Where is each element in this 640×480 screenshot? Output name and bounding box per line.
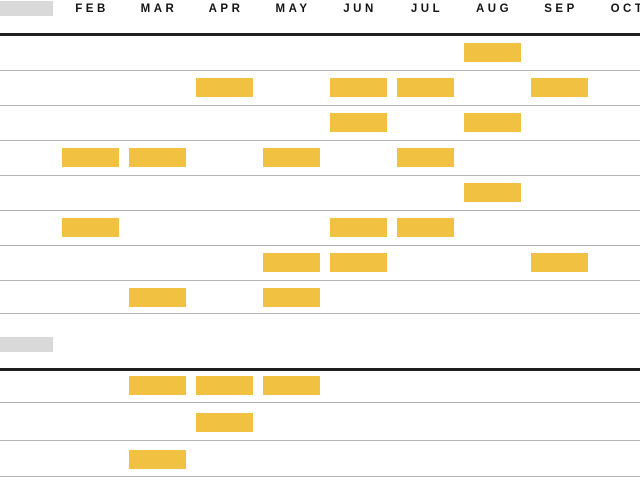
gantt-bar-apr (196, 375, 253, 395)
section-1-rows (0, 36, 640, 314)
timeline-row (0, 36, 640, 71)
gantt-bar-aug (464, 112, 521, 132)
gantt-bar-sep (531, 252, 588, 272)
month-label-mar: MAR (140, 3, 178, 15)
gantt-bar-jul (397, 77, 454, 97)
section-2-rows (0, 371, 640, 477)
gantt-bar-may (263, 287, 320, 307)
gantt-bar-may (263, 252, 320, 272)
gantt-bar-jul (397, 217, 454, 237)
gantt-bar-feb (62, 147, 119, 167)
gantt-bar-mar (129, 147, 186, 167)
timeline-row (0, 176, 640, 211)
timeline-row (0, 281, 640, 314)
timeline-row (0, 106, 640, 141)
gantt-bar-jun (330, 77, 387, 97)
timeline-row (0, 441, 640, 477)
timeline-row (0, 371, 640, 403)
gantt-bar-apr (196, 413, 253, 432)
timeline-row (0, 246, 640, 281)
gantt-bar-sep (531, 77, 588, 97)
chart-title-placeholder (0, 1, 53, 16)
gantt-bar-jun (330, 112, 387, 132)
gantt-bar-mar (129, 287, 186, 307)
gantt-bar-aug (464, 42, 521, 62)
gantt-bar-may (263, 375, 320, 395)
gantt-bar-jul (397, 147, 454, 167)
gantt-bar-jun (330, 252, 387, 272)
gantt-bar-aug (464, 182, 521, 202)
section-label-placeholder (0, 337, 53, 352)
section-divider-line (0, 368, 640, 371)
month-label-aug: AUG (475, 3, 513, 15)
month-label-sep: SEP (544, 3, 578, 15)
month-axis: FEB MAR APR MAY JUN JUL AUG SEP OCT (0, 3, 640, 17)
gantt-bar-feb (62, 217, 119, 237)
month-label-oct: OCT (610, 3, 640, 15)
gantt-bar-mar (129, 449, 186, 469)
timeline-row (0, 403, 640, 441)
month-label-jun: JUN (343, 3, 377, 15)
month-label-jul: JUL (410, 3, 444, 15)
header-divider-line (0, 33, 640, 36)
gantt-bar-mar (129, 375, 186, 395)
month-label-apr: APR (208, 3, 244, 15)
timeline-row (0, 141, 640, 176)
month-label-feb: FEB (75, 3, 109, 15)
gantt-bar-apr (196, 77, 253, 97)
timeline-row (0, 211, 640, 246)
timeline-row (0, 71, 640, 106)
month-label-may: MAY (275, 3, 311, 15)
gantt-bar-jun (330, 217, 387, 237)
gantt-bar-may (263, 147, 320, 167)
